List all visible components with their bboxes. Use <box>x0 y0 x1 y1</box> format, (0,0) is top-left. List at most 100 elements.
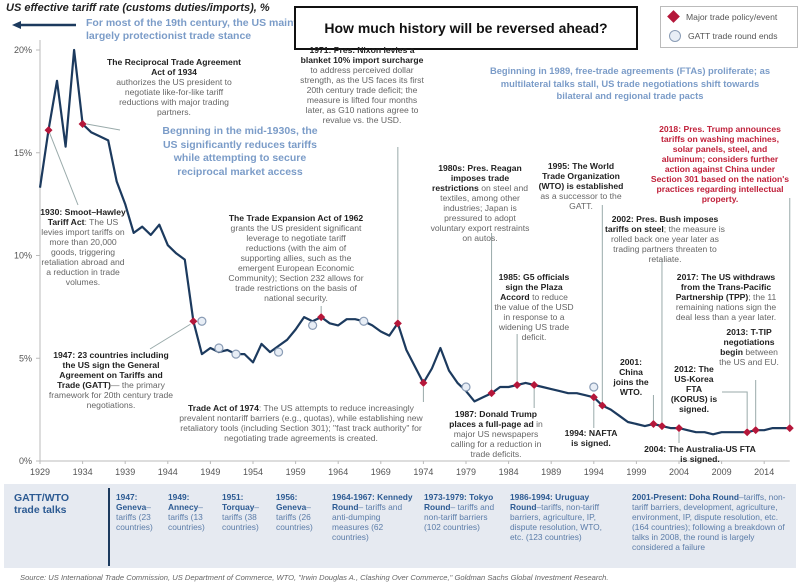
source-note: Source: US International Trade Commissio… <box>20 573 609 582</box>
annotation-text: — the primary framework for 20th century… <box>48 380 174 410</box>
annotation-text: ; the measure is rolled back one year la… <box>611 224 725 264</box>
annotation-text: in major US newspapers calling for a red… <box>450 419 543 459</box>
annotation-bold: 1980s: Pres. Reagan imposes trade restri… <box>431 163 522 193</box>
annotation-bold: 1994: NAFTA is signed. <box>564 428 618 448</box>
annotation-2001: 2001: China joins the WTO. <box>612 357 650 397</box>
trade-event-marker <box>675 424 683 433</box>
annotation-text: : The US levies import tariffs on more t… <box>41 217 125 287</box>
legend-label: Major trade policy/event <box>686 11 778 22</box>
annotation-text: authorizes the US president to negotiate… <box>116 77 232 117</box>
trade-event-marker <box>189 317 198 326</box>
annotation-bold: 2017: The US withdraws from the Trans-Pa… <box>675 272 776 302</box>
annotation-2012: 2012: The US-Korea FTA (KORUS) is signed… <box>668 364 720 414</box>
annotation-bold: The Trade Expansion Act of 1962 <box>228 213 364 223</box>
annotation-text: to address perceived dollar strength, as… <box>300 65 424 125</box>
mid-1930s-note-line: while attempting to secure <box>173 152 307 164</box>
x-tick-label: 1974 <box>413 467 433 477</box>
trade-event-marker <box>649 420 658 429</box>
trade-event-marker <box>487 389 496 398</box>
annotation-bold: 2001: China joins the WTO. <box>613 357 649 397</box>
annotation-bold: 2012: The US-Korea FTA (KORUS) is signed… <box>670 364 718 414</box>
gatt-table-header-line: trade talks <box>14 504 67 516</box>
fta-note-line: multilateral talks stall, US trade negot… <box>500 77 760 89</box>
protectionist-note-line: For most of the 19th century, the US mai… <box>86 17 319 29</box>
y-tick-label: 0% <box>19 456 32 466</box>
annotation-bold: 1995: The World Trade Organization (WTO)… <box>538 161 624 191</box>
gatt-round-desc: –tariffs, non-tariff barriers, developme… <box>632 492 786 552</box>
gatt-round-title: 1947: Geneva <box>116 492 147 512</box>
annotation-2002: 2002: Pres. Bush imposes tariffs on stee… <box>600 214 730 264</box>
gatt-wto-table: GATT/WTO trade talks 1947: Geneva– tarif… <box>4 484 796 568</box>
protectionist-note: For most of the 19th century, the US mai… <box>86 17 318 43</box>
gatt-round-title: 1949: Annecy <box>168 492 199 512</box>
mid-1930s-note: Begnning in the mid-1930s, the US signif… <box>140 125 340 179</box>
mid-1930s-note-line: Begnning in the mid-1930s, the <box>162 125 318 137</box>
gatt-round-desc: – tariffs (23 countries) <box>116 502 153 532</box>
chart-title: How much history will be reversed ahead? <box>294 6 638 50</box>
x-tick-label: 1929 <box>30 467 50 477</box>
gatt-round-end-marker <box>359 316 369 326</box>
gatt-round: 1964-1967: Kennedy Round– tariffs and an… <box>332 492 414 542</box>
annotation-text: to reduce the value of the USD in respon… <box>494 292 574 342</box>
gatt-round-desc: –tariffs, non-tariff barriers, agricultu… <box>510 502 603 542</box>
x-tick-label: 1989 <box>541 467 561 477</box>
gatt-round-title: 1973-1979: Tokyo Round <box>424 492 494 512</box>
annotation-leader-line <box>48 129 79 206</box>
annotation-bold: 1985: G5 officials sign the Plaza Accord <box>498 272 570 302</box>
x-tick-label: 1999 <box>626 467 646 477</box>
y-tick-label: 5% <box>19 353 32 363</box>
gatt-round-end-marker <box>461 382 471 392</box>
x-tick-label: 1964 <box>328 467 348 477</box>
y-tick-label: 10% <box>14 251 32 261</box>
annotation-text: on steel and textiles, among other indus… <box>430 183 530 243</box>
annotation-text: as a successor to the GATT. <box>540 191 622 211</box>
gatt-round: 1973-1979: Tokyo Round– tariffs and non-… <box>424 492 504 532</box>
x-tick-label: 1994 <box>584 467 604 477</box>
annotation-1930: 1930: Smoot–Hawley Tariff Act: The US le… <box>40 207 126 287</box>
annotation-bold: 2004: The Australia-US FTA is signed. <box>644 444 756 464</box>
annotation-1971: 1971: Pres. Nixon levies a blanket 10% i… <box>298 45 426 125</box>
fta-note-line: Beginning in 1989, free-trade agreements… <box>489 65 771 76</box>
legend: Major trade policy/event GATT trade roun… <box>660 6 798 48</box>
x-tick-label: 1944 <box>158 467 178 477</box>
annotation-text: : The US attempts to reduce increasingly… <box>179 403 423 443</box>
annotation-1974: Trade Act of 1974: The US attempts to re… <box>176 403 426 443</box>
annotation-bold: 1971: Pres. Nixon levies a blanket 10% i… <box>300 45 424 65</box>
annotation-text: grants the US president significant leve… <box>228 223 364 303</box>
gatt-round-end-marker <box>197 316 207 326</box>
annotation-bold: 1987: Donald Trump places a full-page ad <box>449 409 538 429</box>
gatt-round: 2001-Present: Doha Round–tariffs, non-ta… <box>632 492 792 552</box>
gatt-table-divider <box>108 488 110 566</box>
mid-1930s-note-line: US significantly reduces tariffs <box>162 138 318 151</box>
tariff-line-chart: 0% 5% 10% 15% 20% 1929 1934 1939 1944 1949 1954 195… <box>12 21 794 477</box>
gatt-round-desc: – tariffs (13 countries) <box>168 502 205 532</box>
annotation-leader-line <box>86 123 121 131</box>
annotation-bold: 2013: T-TIP negotiations begin <box>720 327 775 357</box>
gatt-round-end-marker <box>308 320 318 330</box>
annotation-1947: 1947: 23 countries including the US sign… <box>48 350 174 410</box>
trade-event-marker <box>419 378 428 387</box>
annotation-bold: Trade Act of 1974 <box>188 403 259 413</box>
trade-event-marker <box>393 319 402 328</box>
annotation-leader-line <box>722 391 748 429</box>
gatt-round: 1956: Geneva– tariffs (26 countries) <box>276 492 326 532</box>
annotation-bold: 2002: Pres. Bush imposes tariffs on stee… <box>605 214 719 234</box>
x-tick-label: 1984 <box>499 467 519 477</box>
annotation-1987: 1987: Donald Trump places a full-page ad… <box>446 409 546 459</box>
y-tick-label: 20% <box>14 45 32 55</box>
x-tick-label: 2009 <box>712 467 732 477</box>
x-tick-label: 1934 <box>73 467 93 477</box>
x-tick-label: 1939 <box>115 467 135 477</box>
legend-item-gatt: GATT trade round ends <box>661 26 797 45</box>
gatt-round-end-marker <box>214 343 224 353</box>
gatt-round-title: 1964-1967: Kennedy Round <box>332 492 413 512</box>
gatt-round: 1947: Geneva– tariffs (23 countries) <box>116 492 164 532</box>
y-axis-title: US effective tariff rate (customs duties… <box>6 2 270 14</box>
annotation-2013: 2013: T-TIP negotiations begin between t… <box>718 327 780 367</box>
trade-event-marker <box>44 126 53 135</box>
trade-event-marker <box>78 119 87 128</box>
gatt-round-title: 1956: Geneva <box>276 492 307 512</box>
x-tick-label: 2004 <box>669 467 689 477</box>
trade-event-marker <box>657 422 666 431</box>
gatt-table-header-line: GATT/WTO <box>14 492 70 504</box>
